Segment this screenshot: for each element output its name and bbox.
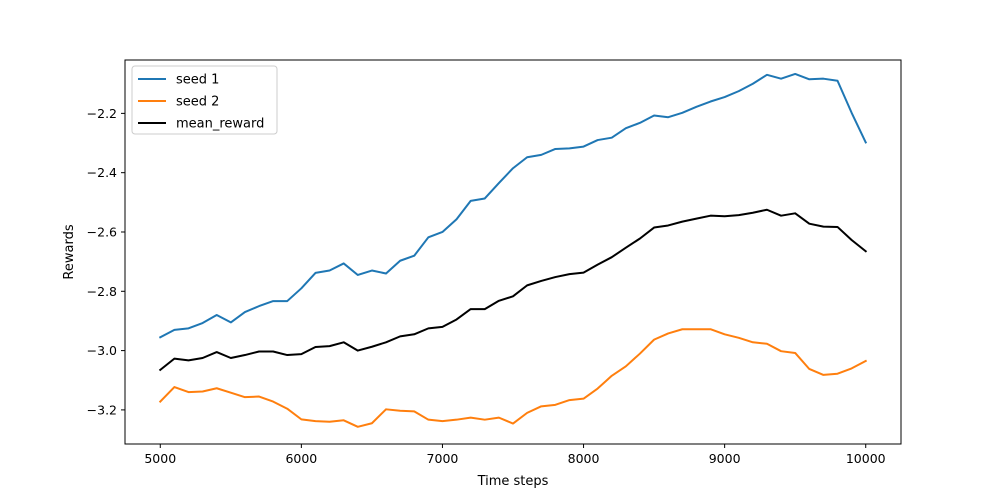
series-layer bbox=[158, 72, 868, 428]
x-tick-label: 6000 bbox=[285, 451, 317, 466]
y-tick-label: −3.0 bbox=[87, 343, 117, 358]
legend-label: seed 1 bbox=[176, 73, 219, 88]
legend: seed 1 seed 2 mean_reward bbox=[131, 65, 278, 135]
legend-box bbox=[131, 65, 278, 135]
x-tick-label: 5000 bbox=[144, 451, 176, 466]
y-axis: −2.2 −2.4 −2.6 −2.8 −3.0 −3.2 bbox=[87, 106, 125, 417]
legend-label: mean_reward bbox=[176, 117, 264, 132]
x-tick-label: 10000 bbox=[846, 451, 886, 466]
y-tick-label: −2.6 bbox=[87, 224, 117, 239]
x-axis: 5000 6000 7000 8000 9000 10000 bbox=[144, 444, 886, 466]
series-line-seed-1 bbox=[158, 72, 868, 339]
x-tick-label: 8000 bbox=[568, 451, 600, 466]
y-tick-label: −2.2 bbox=[87, 106, 117, 121]
legend-label: seed 2 bbox=[176, 95, 219, 110]
y-tick-label: −3.2 bbox=[87, 402, 117, 417]
x-axis-label: Time steps bbox=[477, 474, 549, 489]
y-tick-label: −2.4 bbox=[87, 165, 117, 180]
series-line-mean-reward bbox=[158, 208, 868, 372]
y-tick-label: −2.8 bbox=[87, 284, 117, 299]
x-tick-label: 9000 bbox=[709, 451, 741, 466]
y-axis-label: Rewards bbox=[62, 224, 77, 279]
plot-frame bbox=[124, 59, 902, 445]
x-tick-label: 7000 bbox=[427, 451, 459, 466]
series-line-seed-2 bbox=[158, 328, 868, 428]
